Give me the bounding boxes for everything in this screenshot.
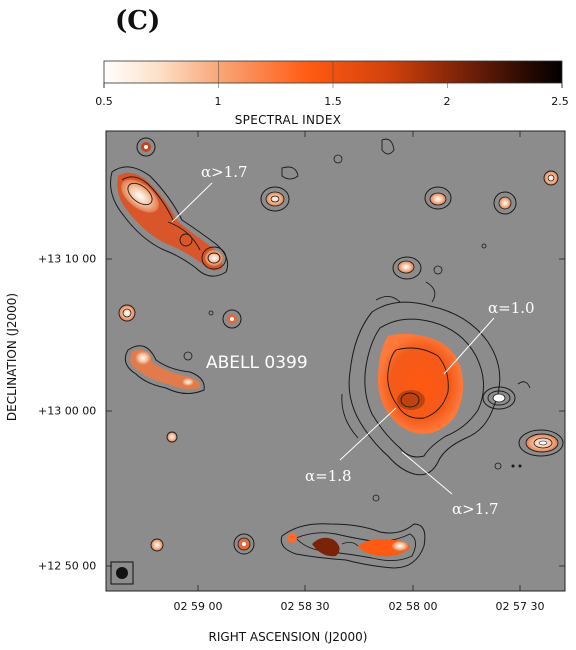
panel-label: (C) xyxy=(115,6,161,36)
annotation-alpha-bottom-right: α>1.7 xyxy=(452,500,499,518)
source-bottom-elongated xyxy=(280,523,426,569)
colorbar-tick: 0.5 xyxy=(95,95,113,108)
y-tick-label: +12 50 00 xyxy=(38,559,97,573)
x-tick-label: 02 59 00 xyxy=(173,600,223,613)
y-tick-label: +13 10 00 xyxy=(38,252,97,266)
x-tick-label: 02 58 30 xyxy=(280,600,330,613)
colorbar xyxy=(103,60,563,88)
source-left-middle xyxy=(124,345,205,394)
annotation-alpha-top-left: α>1.7 xyxy=(201,163,248,181)
y-axis-title: DECLINATION (J2000) xyxy=(5,292,19,422)
x-tick-label: 02 58 00 xyxy=(388,600,438,613)
colorbar-tick: 1.5 xyxy=(324,95,342,108)
annotation-pointers xyxy=(171,182,495,495)
colorbar-tick: 2.5 xyxy=(551,95,569,108)
cluster-halo xyxy=(341,281,501,476)
beam-indicator xyxy=(110,561,134,585)
source-top-left-tail xyxy=(110,166,229,277)
x-axis-title: RIGHT ASCENSION (J2000) xyxy=(208,630,368,644)
x-tick-label: 02 57 30 xyxy=(495,600,545,613)
annotation-alpha-right-top: α=1.0 xyxy=(488,299,535,317)
source-right-bright xyxy=(482,381,564,457)
colorbar-tick: 1 xyxy=(214,95,222,108)
radio-map: α>1.7 α=1.0 α=1.8 α>1.7 ABELL 0399 xyxy=(105,130,566,592)
colorbar-tick: 2 xyxy=(443,95,451,108)
compact-sources xyxy=(118,137,559,555)
y-tick-label: +13 00 00 xyxy=(38,404,97,418)
annotation-alpha-center: α=1.8 xyxy=(305,467,352,485)
colorbar-title: SPECTRAL INDEX xyxy=(234,113,342,127)
cluster-name: ABELL 0399 xyxy=(206,353,308,373)
